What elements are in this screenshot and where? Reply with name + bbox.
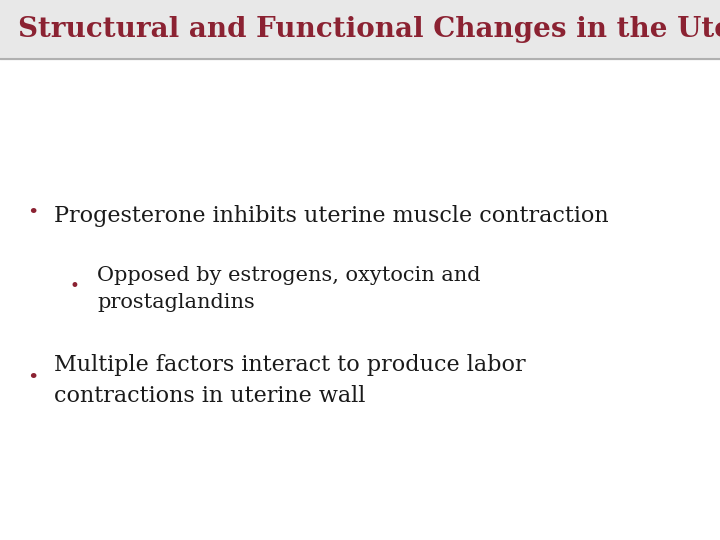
Bar xyxy=(0,0,720,59)
Text: •: • xyxy=(27,369,38,387)
Text: •: • xyxy=(70,278,80,295)
Text: Progesterone inhibits uterine muscle contraction: Progesterone inhibits uterine muscle con… xyxy=(54,205,608,227)
Text: •: • xyxy=(27,204,38,222)
Text: Structural and Functional Changes in the Uterus: Structural and Functional Changes in the… xyxy=(18,16,720,43)
Text: Opposed by estrogens, oxytocin and
prostaglandins: Opposed by estrogens, oxytocin and prost… xyxy=(97,266,481,312)
Text: Multiple factors interact to produce labor
contractions in uterine wall: Multiple factors interact to produce lab… xyxy=(54,354,526,407)
